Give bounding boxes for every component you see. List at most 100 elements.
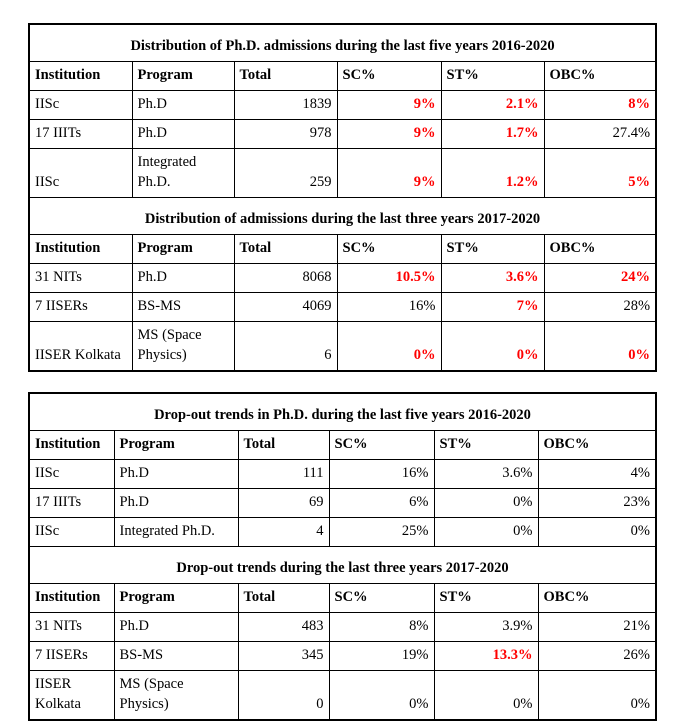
- cell-sc: 16%: [328, 459, 435, 489]
- cell-institution: IISc: [28, 90, 133, 120]
- column-header-row: Institution Program Total SC% ST% OBC%: [28, 234, 657, 264]
- cell-st: 2.1%: [440, 90, 545, 120]
- column-header-row: Institution Program Total SC% ST% OBC%: [28, 61, 657, 91]
- cell-obc: 24%: [543, 263, 657, 293]
- column-header-row: Institution Program Total SC% ST% OBC%: [28, 583, 657, 613]
- column-header-obc: OBC%: [537, 430, 657, 460]
- table-row: 7 IISERs BS-MS 345 19% 13.3% 26%: [28, 641, 657, 671]
- cell-program: BS-MS: [131, 292, 235, 322]
- cell-st: 0%: [433, 670, 539, 721]
- column-header-program: Program: [113, 430, 239, 460]
- section-title-row: Drop-out trends during the last three ye…: [28, 546, 657, 584]
- cell-total: 0: [237, 670, 330, 721]
- cell-program: MS (Space Physics): [113, 670, 239, 721]
- cell-obc: 0%: [537, 670, 657, 721]
- cell-total: 259: [233, 148, 338, 198]
- section-title-row: Distribution of admissions during the la…: [28, 197, 657, 235]
- cell-st: 3.6%: [440, 263, 545, 293]
- cell-institution: IISER Kolkata: [28, 321, 133, 372]
- cell-obc: 27.4%: [543, 119, 657, 149]
- column-header-institution: Institution: [28, 234, 133, 264]
- table-row: 17 IIITs Ph.D 978 9% 1.7% 27.4%: [28, 119, 657, 149]
- cell-total: 8068: [233, 263, 338, 293]
- column-header-st: ST%: [433, 430, 539, 460]
- section-title: Distribution of Ph.D. admissions during …: [28, 23, 657, 62]
- cell-program: MS (Space Physics): [131, 321, 235, 372]
- cell-obc: 26%: [537, 641, 657, 671]
- cell-obc: 28%: [543, 292, 657, 322]
- cell-obc: 5%: [543, 148, 657, 198]
- column-header-st: ST%: [440, 234, 545, 264]
- column-header-sc: SC%: [336, 61, 442, 91]
- table-row: IISER Kolkata MS (Space Physics) 6 0% 0% 0%: [28, 321, 657, 372]
- table-row: IISc Ph.D 1839 9% 2.1% 8%: [28, 90, 657, 120]
- column-header-obc: OBC%: [543, 61, 657, 91]
- column-header-st: ST%: [440, 61, 545, 91]
- cell-program: BS-MS: [113, 641, 239, 671]
- cell-total: 111: [237, 459, 330, 489]
- table-row: 31 NITs Ph.D 8068 10.5% 3.6% 24%: [28, 263, 657, 293]
- table-row: 17 IIITs Ph.D 69 6% 0% 23%: [28, 488, 657, 518]
- cell-sc: 9%: [336, 119, 442, 149]
- column-header-total: Total: [233, 234, 338, 264]
- cell-total: 1839: [233, 90, 338, 120]
- column-header-row: Institution Program Total SC% ST% OBC%: [28, 430, 657, 460]
- cell-institution: IISc: [28, 517, 115, 547]
- cell-total: 345: [237, 641, 330, 671]
- section-title: Distribution of admissions during the la…: [28, 197, 657, 235]
- cell-total: 4069: [233, 292, 338, 322]
- cell-total: 483: [237, 612, 330, 642]
- cell-program: Ph.D: [113, 488, 239, 518]
- column-header-institution: Institution: [28, 583, 115, 613]
- cell-sc: 9%: [336, 90, 442, 120]
- cell-institution: IISER Kolkata: [28, 670, 115, 721]
- cell-institution: 7 IISERs: [28, 641, 115, 671]
- cell-sc: 0%: [336, 321, 442, 372]
- cell-st: 7%: [440, 292, 545, 322]
- cell-sc: 9%: [336, 148, 442, 198]
- document-page: Distribution of Ph.D. admissions during …: [28, 23, 658, 721]
- cell-st: 13.3%: [433, 641, 539, 671]
- cell-total: 6: [233, 321, 338, 372]
- cell-sc: 0%: [328, 670, 435, 721]
- cell-total: 978: [233, 119, 338, 149]
- column-header-total: Total: [233, 61, 338, 91]
- section-title-row: Drop-out trends in Ph.D. during the last…: [28, 392, 657, 431]
- cell-st: 0%: [433, 488, 539, 518]
- cell-st: 3.9%: [433, 612, 539, 642]
- cell-institution: 31 NITs: [28, 263, 133, 293]
- cell-sc: 6%: [328, 488, 435, 518]
- cell-institution: 7 IISERs: [28, 292, 133, 322]
- column-header-program: Program: [113, 583, 239, 613]
- column-header-institution: Institution: [28, 430, 115, 460]
- cell-obc: 23%: [537, 488, 657, 518]
- cell-program: Ph.D: [131, 90, 235, 120]
- cell-obc: 0%: [543, 321, 657, 372]
- column-header-obc: OBC%: [537, 583, 657, 613]
- cell-institution: 31 NITs: [28, 612, 115, 642]
- column-header-sc: SC%: [328, 583, 435, 613]
- column-header-total: Total: [237, 430, 330, 460]
- cell-institution: IISc: [28, 148, 133, 198]
- column-header-institution: Institution: [28, 61, 133, 91]
- cell-institution: 17 IIITs: [28, 119, 133, 149]
- section-title: Drop-out trends in Ph.D. during the last…: [28, 392, 657, 431]
- cell-obc: 8%: [543, 90, 657, 120]
- table-row: IISc Ph.D 111 16% 3.6% 4%: [28, 459, 657, 489]
- column-header-sc: SC%: [328, 430, 435, 460]
- cell-sc: 8%: [328, 612, 435, 642]
- column-header-program: Program: [131, 234, 235, 264]
- table-row: 7 IISERs BS-MS 4069 16% 7% 28%: [28, 292, 657, 322]
- column-header-sc: SC%: [336, 234, 442, 264]
- table-row: IISc Integrated Ph.D. 259 9% 1.2% 5%: [28, 148, 657, 198]
- cell-program: Ph.D: [113, 459, 239, 489]
- cell-st: 1.2%: [440, 148, 545, 198]
- cell-total: 4: [237, 517, 330, 547]
- cell-st: 0%: [433, 517, 539, 547]
- cell-program: Ph.D: [113, 612, 239, 642]
- column-header-st: ST%: [433, 583, 539, 613]
- table-row: 31 NITs Ph.D 483 8% 3.9% 21%: [28, 612, 657, 642]
- section-title-row: Distribution of Ph.D. admissions during …: [28, 23, 657, 62]
- admissions-table: Distribution of Ph.D. admissions during …: [28, 23, 658, 372]
- cell-program: Integrated Ph.D.: [131, 148, 235, 198]
